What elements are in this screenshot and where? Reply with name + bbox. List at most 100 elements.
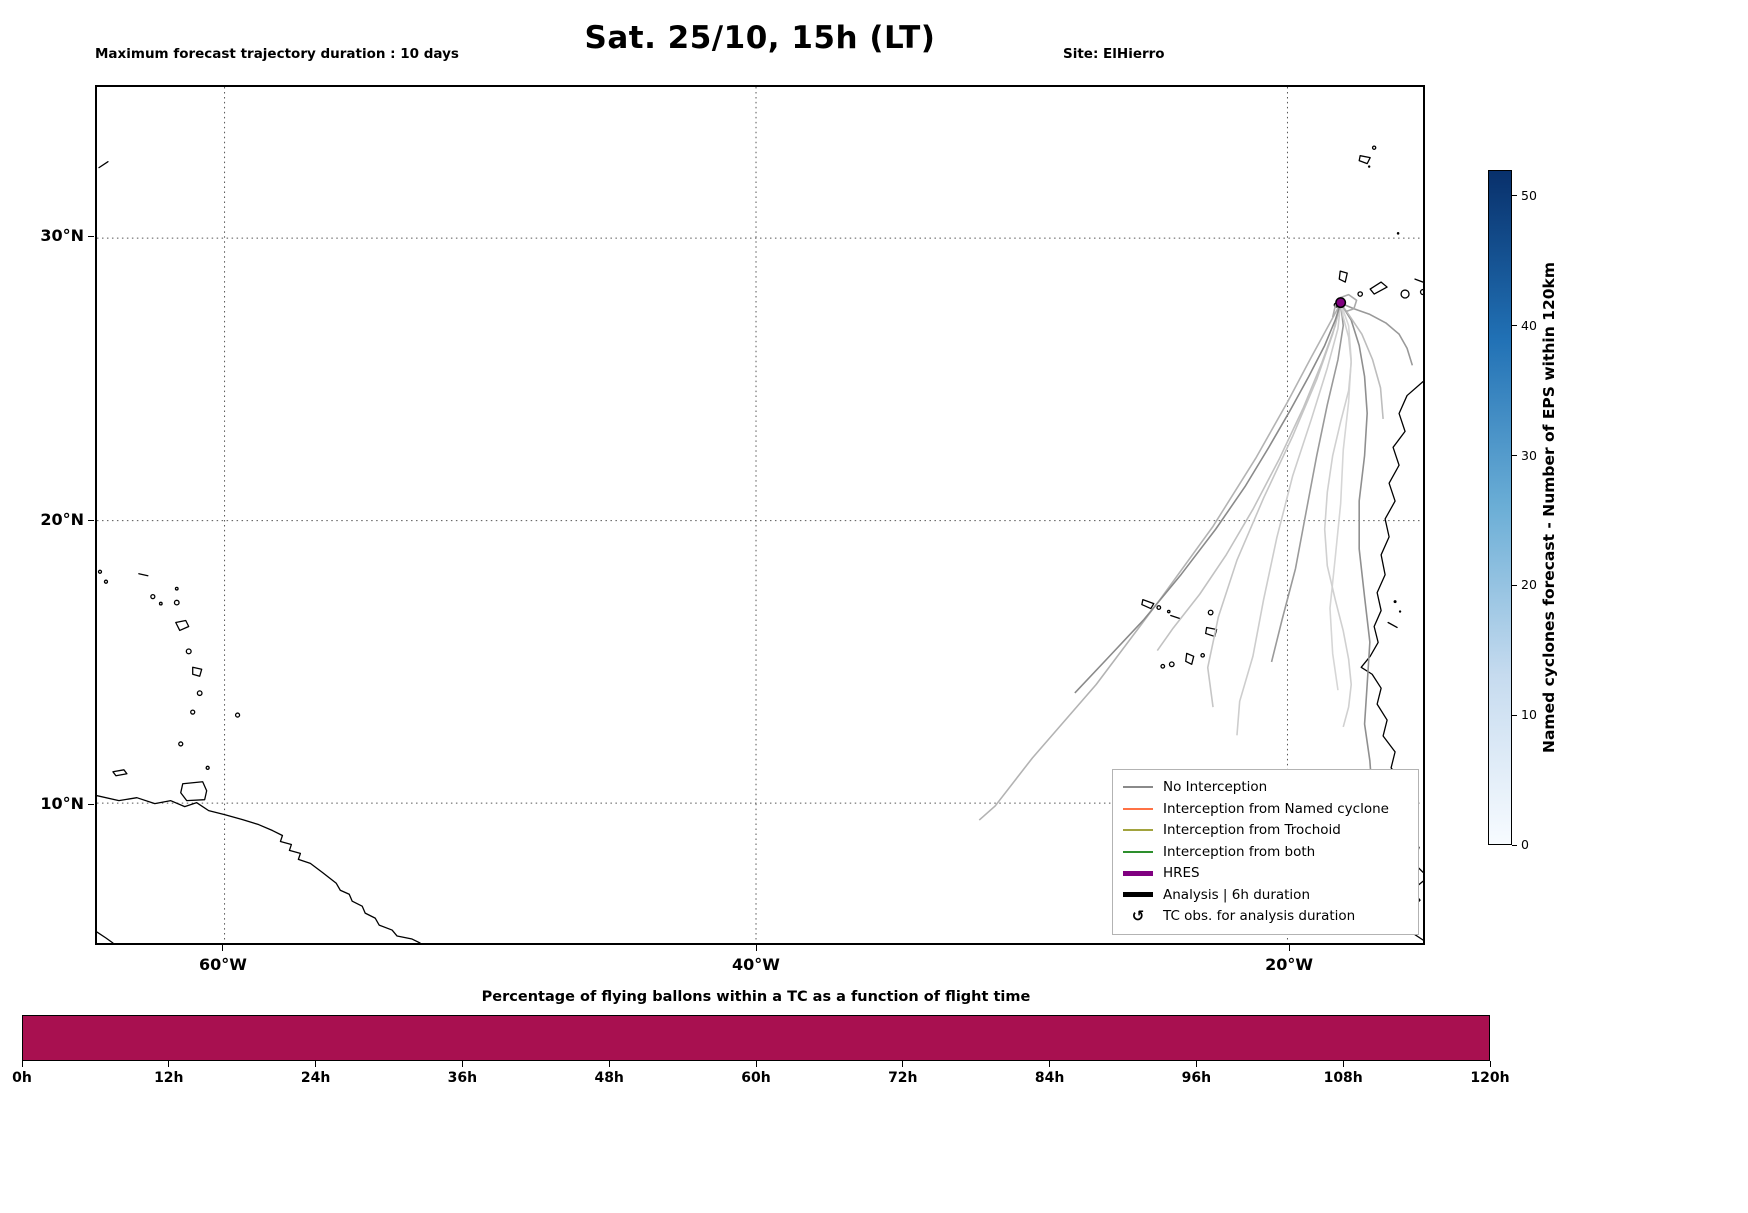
island-st-vincent (190, 709, 196, 715)
island-fragment (1419, 288, 1423, 296)
time-axis-tick-label: 72h (888, 1070, 918, 1086)
island-brava (1160, 663, 1166, 669)
colorbar-tickmark (1512, 844, 1517, 846)
colorbar-tickmark (1512, 714, 1517, 716)
island-guadeloupe (175, 619, 190, 632)
island-antigua (173, 599, 180, 606)
trajectory-line (1323, 302, 1353, 728)
legend-item: HRES (1123, 863, 1408, 885)
time-axis-tickmark (21, 1061, 23, 1067)
time-axis-tickmark (1489, 1061, 1491, 1067)
colorbar (1488, 170, 1512, 845)
island-bermuda (98, 161, 109, 169)
island-sal (1207, 609, 1214, 616)
trajectory-line (1270, 302, 1345, 663)
site-marker (1335, 297, 1347, 309)
island-fogo (1168, 661, 1175, 668)
gridlines (97, 87, 1423, 943)
time-axis-tickmark (1195, 1061, 1197, 1067)
legend-item: Interception from both (1123, 841, 1408, 863)
coast-arguin (1387, 621, 1398, 629)
island-tenerife (1369, 281, 1388, 295)
legend-item: Analysis | 6h duration (1123, 884, 1408, 906)
site-line: Site: ElHierro (1063, 46, 1165, 63)
time-axis-tickmark (608, 1061, 610, 1067)
bottom-chart-title: Percentage of flying ballons within a TC… (481, 989, 1031, 1005)
time-axis-tick-label: 36h (447, 1070, 478, 1086)
island-la-palma (1338, 270, 1348, 283)
island-santo-antao (1141, 598, 1155, 610)
x-axis-tickmark (1288, 945, 1290, 951)
islet-dot (1398, 610, 1402, 613)
time-axis-tickmark (168, 1061, 170, 1067)
island-martinique (192, 666, 203, 677)
colorbar-label-text: Named cyclones forecast - Number of EPS … (1540, 262, 1558, 753)
island-tobago (205, 765, 210, 770)
islet-dot (1367, 165, 1371, 168)
trajectory-line (978, 302, 1342, 821)
islet (97, 569, 103, 574)
time-axis-tickmark (755, 1061, 757, 1067)
y-axis-tick-label: 30°N (40, 225, 84, 245)
flight-time-bar (22, 1015, 1490, 1061)
colorbar-tick-label: 50 (1521, 187, 1537, 203)
page-title: Sat. 25/10, 15h (LT) (584, 20, 936, 56)
legend-line-swatch (1123, 870, 1153, 876)
time-axis-tick-label: 12h (154, 1070, 184, 1086)
x-axis-tick-label: 40°W (732, 955, 780, 974)
island-st-lucia (196, 690, 203, 697)
trajectory-line (1236, 303, 1342, 736)
time-axis-tick-label: 120h (1470, 1070, 1510, 1086)
legend-label: HRES (1163, 865, 1200, 882)
site-marker-dot (1336, 298, 1345, 307)
trajectory-line (1339, 302, 1384, 420)
legend-label: Interception from Named cyclone (1163, 800, 1389, 817)
colorbar-tick-label: 20 (1521, 577, 1537, 593)
trajectory-line (1156, 302, 1342, 652)
time-axis-tickmark (902, 1061, 904, 1067)
island-st-martin (138, 573, 149, 577)
y-axis-tickmark (88, 236, 94, 238)
x-axis-tick-label: 20°W (1265, 955, 1314, 974)
x-axis-tick-label: 60°W (198, 955, 247, 974)
time-axis-tick-label: 0h (12, 1070, 32, 1086)
island-madeira (1358, 155, 1371, 165)
legend-line-swatch (1123, 850, 1153, 853)
time-axis-tick-label: 96h (1181, 1070, 1212, 1086)
trajectory-line (1074, 302, 1342, 694)
x-axis-tickmark (755, 945, 757, 951)
colorbar-tickmark (1512, 584, 1517, 586)
time-axis-tickmark (315, 1061, 317, 1067)
legend-label: Analysis | 6h duration (1163, 886, 1310, 903)
colorbar-tickmark (1512, 455, 1517, 457)
island-porto-santo (1371, 145, 1377, 150)
y-axis-tick-label: 20°N (40, 509, 84, 529)
colorbar-tickmark (1512, 195, 1517, 197)
y-axis-tick-label: 10°N (40, 793, 84, 813)
island-gran-canaria (1400, 289, 1410, 299)
y-axis-tickmark (88, 520, 94, 522)
colorbar-tick-label: 30 (1521, 447, 1537, 463)
legend-item: No Interception (1123, 777, 1408, 799)
time-axis-tick-label: 108h (1323, 1070, 1363, 1086)
coast-fragment (97, 931, 114, 943)
y-axis-tickmark (88, 804, 94, 805)
islet (1166, 609, 1171, 614)
island-trinidad (180, 781, 208, 802)
island-grenada (178, 741, 184, 747)
islet-dot (1396, 232, 1400, 235)
time-axis-tickmark (461, 1061, 463, 1067)
island-maio (1200, 653, 1206, 658)
trajectory-line (1329, 302, 1353, 691)
colorbar-tickmark (1512, 325, 1517, 327)
islet (158, 601, 163, 606)
time-axis-tick-label: 60h (741, 1070, 771, 1086)
colorbar-label: Named cyclones forecast - Number of EPS … (1536, 170, 1562, 845)
legend-line-swatch (1123, 786, 1153, 789)
colorbar-tick-label: 40 (1521, 317, 1537, 333)
island-santiago (1185, 652, 1195, 665)
colorbar-tick-label: 10 (1521, 707, 1537, 723)
island-st-kitts (150, 593, 156, 600)
map-panel: No Interception Interception from Named c… (95, 85, 1425, 945)
